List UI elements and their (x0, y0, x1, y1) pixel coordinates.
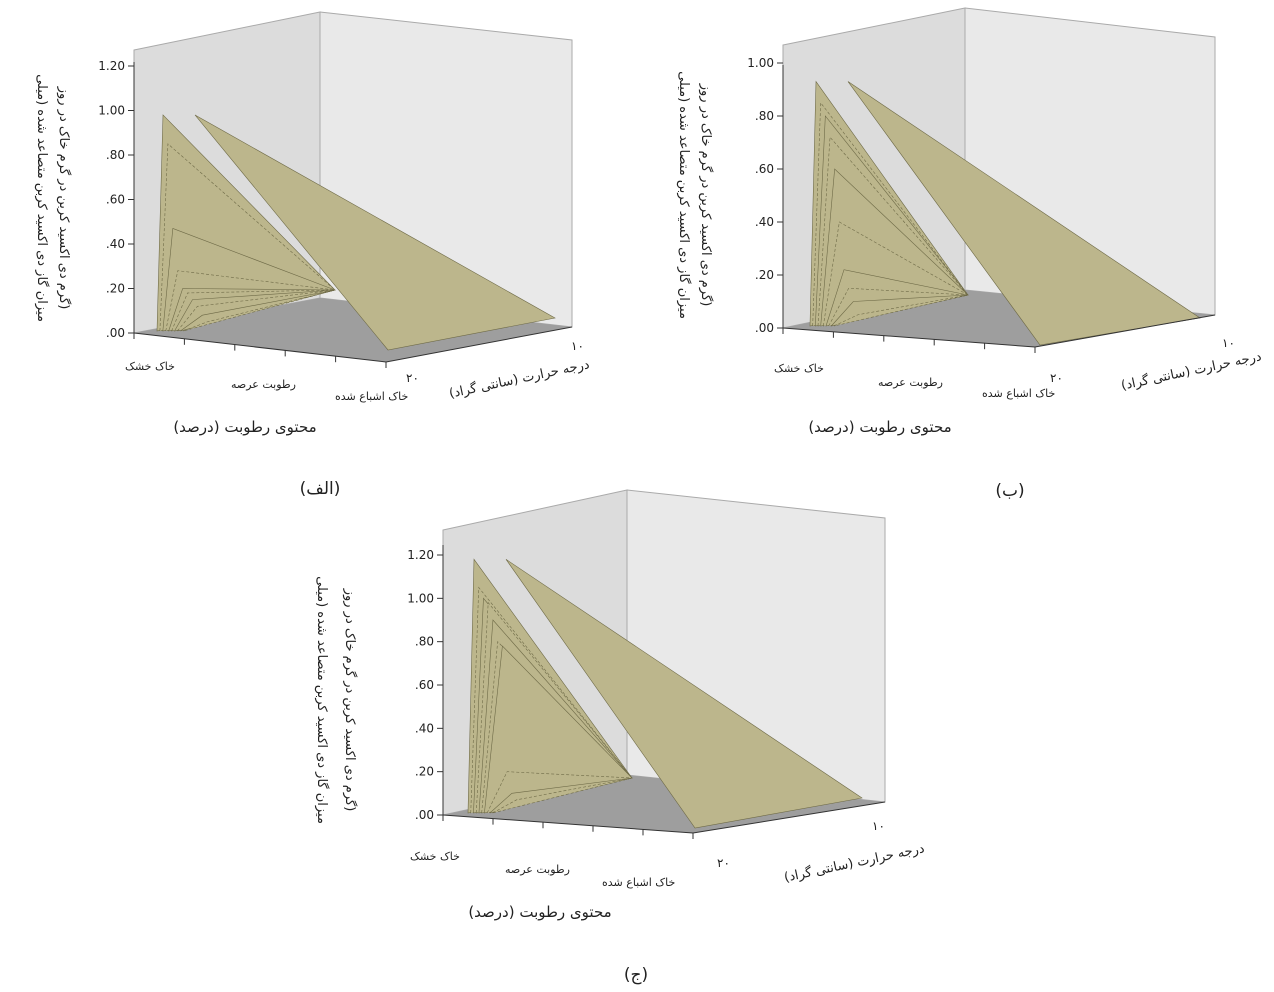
y-axis-ticks: .00 .20 .40 .60 .80 1.00 1.20 (407, 548, 443, 822)
y-tick-label: .40 (415, 721, 434, 735)
surface-facet (833, 294, 969, 327)
y-tick-label: 1.00 (98, 104, 125, 118)
y-tick-label: .00 (755, 321, 774, 335)
y-axis-title-line2: گرم دی اکسید کربن در گرم خاک در روز) (698, 83, 714, 307)
y-tick-label: 1.00 (407, 591, 434, 605)
y-tick-label: .80 (106, 148, 125, 162)
surface-sheet (505, 559, 863, 829)
y-tick-label: .20 (755, 268, 774, 282)
co2-surface (809, 80, 1201, 346)
depth-axis-line (1034, 314, 1216, 348)
surface-facet (183, 289, 336, 332)
x-tick-label-field: رطوبت عرصه (231, 378, 296, 391)
y-axis-ticks: .00 .20 .40 .60 .80 1.00 1.20 (98, 59, 134, 340)
y-axis-ticks: .00 .20 .40 .60 .80 1.00 (747, 56, 783, 335)
depth-tick-20: ۲۰ (1050, 371, 1063, 385)
y-tick-label: .80 (755, 109, 774, 123)
x-tick-label-saturated: خاک اشباع شده (602, 876, 675, 889)
panel-label: (الف) (300, 479, 341, 499)
y-tick-label: .40 (755, 215, 774, 229)
panel-jim: .00 .20 .40 .60 .80 1.00 1.20 خاک خشک رطوبت عر… (314, 489, 926, 985)
co2-surface (467, 558, 863, 829)
depth-axis-line (385, 326, 573, 363)
x-axis-ticks (782, 328, 1036, 353)
x-tick-label-saturated: خاک اشباع شده (982, 387, 1055, 400)
depth-tick-20: ۲۰ (406, 371, 419, 385)
y-tick-label: .20 (415, 765, 434, 779)
y-axis-title-line1: میزان گاز دی اکسید کربن متصاعد شده (میلی (676, 71, 692, 319)
depth-tick-10: ۱۰ (872, 819, 885, 833)
y-tick-label: 1.20 (98, 59, 125, 73)
y-axis-title-line2: گرم دی اکسید کربن در گرم خاک در روز) (342, 588, 358, 812)
y-axis-title-line2: گرم دی اکسید کربن در گرم خاک در روز) (56, 86, 72, 310)
floor (443, 775, 885, 833)
x-tick-label-field: رطوبت عرصه (505, 863, 570, 876)
y-tick-label: .20 (106, 282, 125, 296)
panel-be: .00 .20 .40 .60 .80 1.00 خاک خشک رطوبت عرصه خ… (676, 7, 1263, 501)
x-axis-line (442, 814, 694, 834)
y-tick-label: 1.20 (407, 548, 434, 562)
x-tick-label-dry: خاک خشک (774, 362, 824, 375)
z-axis-title: درجه حرارت (سانتی گراد) (783, 840, 926, 885)
depth-axis-line (692, 801, 886, 834)
y-tick-label: .40 (106, 237, 125, 251)
depth-tick-10: ۱۰ (571, 339, 584, 353)
co2-surface (156, 114, 556, 351)
y-axis-title-line1: میزان گاز دی اکسید کربن متصاعد شده (میلی (314, 576, 330, 824)
x-tick-label-dry: خاک خشک (125, 360, 175, 373)
x-axis-title: محتوی رطوبت (درصد) (173, 418, 316, 436)
x-tick-label-dry: خاک خشک (410, 850, 460, 863)
surface-sheet (194, 114, 556, 351)
x-axis-line (133, 332, 387, 363)
x-axis-line (782, 327, 1036, 348)
depth-tick-20: ۲۰ (717, 856, 730, 870)
z-axis-title: درجه حرارت (سانتی گراد) (448, 356, 591, 401)
y-tick-label: .80 (415, 635, 434, 649)
y-tick-label: .00 (106, 326, 125, 340)
z-axis-title: درجه حرارت (سانتی گراد) (1120, 348, 1263, 393)
x-tick-label-saturated: خاک اشباع شده (335, 390, 408, 403)
y-axis-title-line1: میزان گاز دی اکسید کربن متصاعد شده (میلی (34, 74, 50, 322)
y-tick-label: .60 (755, 162, 774, 176)
depth-tick-10: ۱۰ (1222, 336, 1235, 350)
x-axis-ticks (442, 815, 694, 839)
panel-alef: .00 .20 .40 .60 .80 1.00 1.20 خاک خشک رطوبت عر… (34, 11, 591, 499)
panel-label: (ب) (995, 481, 1024, 501)
x-axis-title: محتوی رطوبت (درصد) (468, 903, 611, 921)
y-tick-label: .60 (106, 193, 125, 207)
x-axis-title: محتوی رطوبت (درصد) (808, 418, 951, 436)
x-tick-label-field: رطوبت عرصه (878, 376, 943, 389)
y-tick-label: .00 (415, 808, 434, 822)
surface-facet (492, 777, 633, 814)
y-tick-label: 1.00 (747, 56, 774, 70)
y-tick-label: .60 (415, 678, 434, 692)
panel-label: (ج) (624, 965, 648, 985)
x-axis-ticks (133, 333, 387, 368)
